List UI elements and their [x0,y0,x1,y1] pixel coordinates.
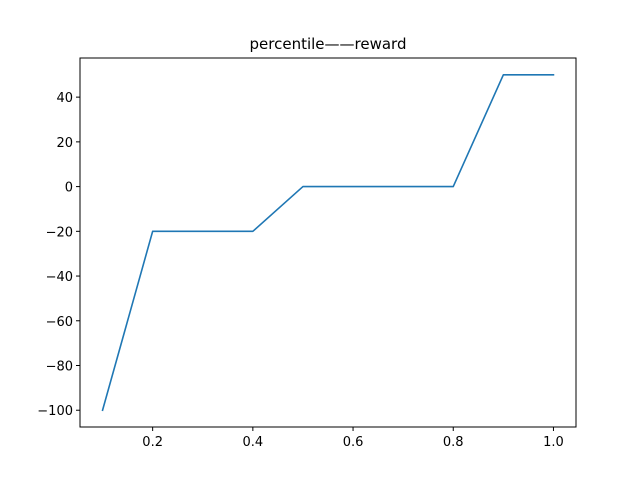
series-line-0 [101,73,555,412]
y-tick-label: −60 [46,315,73,330]
x-tick-label: 0.2 [142,435,163,450]
y-tick-label: 20 [56,136,73,151]
plot-area: 0.2 0.4 0.6 0.8 1.0 −100 −80 −60 −40 −20 0 20 40 [37,57,577,450]
y-tick-label: −40 [46,270,73,285]
y-tick-label: 0 [65,181,73,196]
y-tick-label: −100 [37,404,73,419]
y-tick-label: −20 [46,225,73,240]
y-tick-label: 40 [56,91,73,106]
chart-title: percentile——reward [250,35,407,53]
x-tick-label: 1.0 [543,435,564,450]
x-tick-label: 0.6 [343,435,364,450]
x-tick-label: 0.8 [443,435,464,450]
y-tick-label: −80 [46,360,73,375]
axes-frame [79,57,577,428]
x-tick-label: 0.4 [243,435,264,450]
